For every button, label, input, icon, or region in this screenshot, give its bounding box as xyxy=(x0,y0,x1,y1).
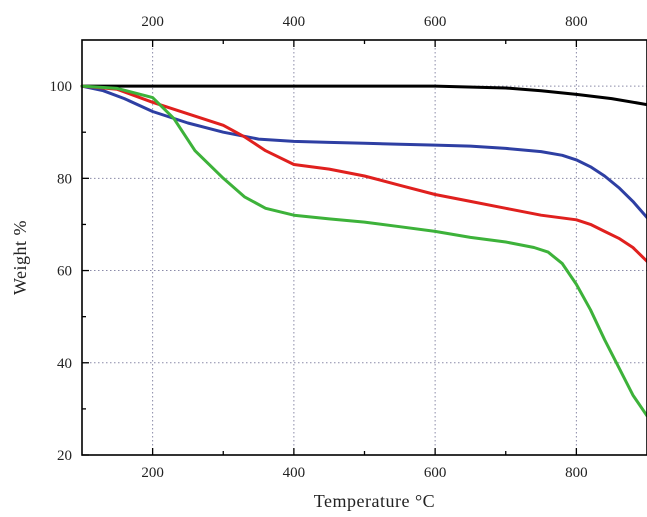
y-tick-label: 20 xyxy=(57,448,72,464)
series-line-1 xyxy=(80,84,647,107)
plot-frame xyxy=(81,39,647,456)
data-series xyxy=(80,84,647,418)
y-tick-label: 60 xyxy=(57,264,72,280)
top-x-tick-label: 800 xyxy=(565,14,588,30)
top-x-tick-label: 600 xyxy=(424,14,447,30)
x-axis-title: Temperature °C xyxy=(314,491,435,511)
y-tick-label: 40 xyxy=(57,356,72,372)
series-line-4 xyxy=(80,84,647,418)
x-tick-label: 600 xyxy=(424,465,447,481)
tick-labels: 200 200 400 400 600 600 800 800 20 40 60 80 100 xyxy=(50,14,588,481)
grid-lines xyxy=(82,40,647,455)
y-tick-label: 100 xyxy=(50,79,73,95)
y-axis-title: Weight % xyxy=(10,220,30,295)
series-line-2 xyxy=(80,84,647,219)
x-tick-label: 800 xyxy=(565,465,588,481)
y-tick-label: 80 xyxy=(57,171,72,187)
series-line-3 xyxy=(80,84,647,263)
top-x-tick-label: 200 xyxy=(141,14,164,30)
x-tick-label: 200 xyxy=(141,465,164,481)
top-x-tick-label: 400 xyxy=(283,14,306,30)
x-tick-label: 400 xyxy=(283,465,306,481)
